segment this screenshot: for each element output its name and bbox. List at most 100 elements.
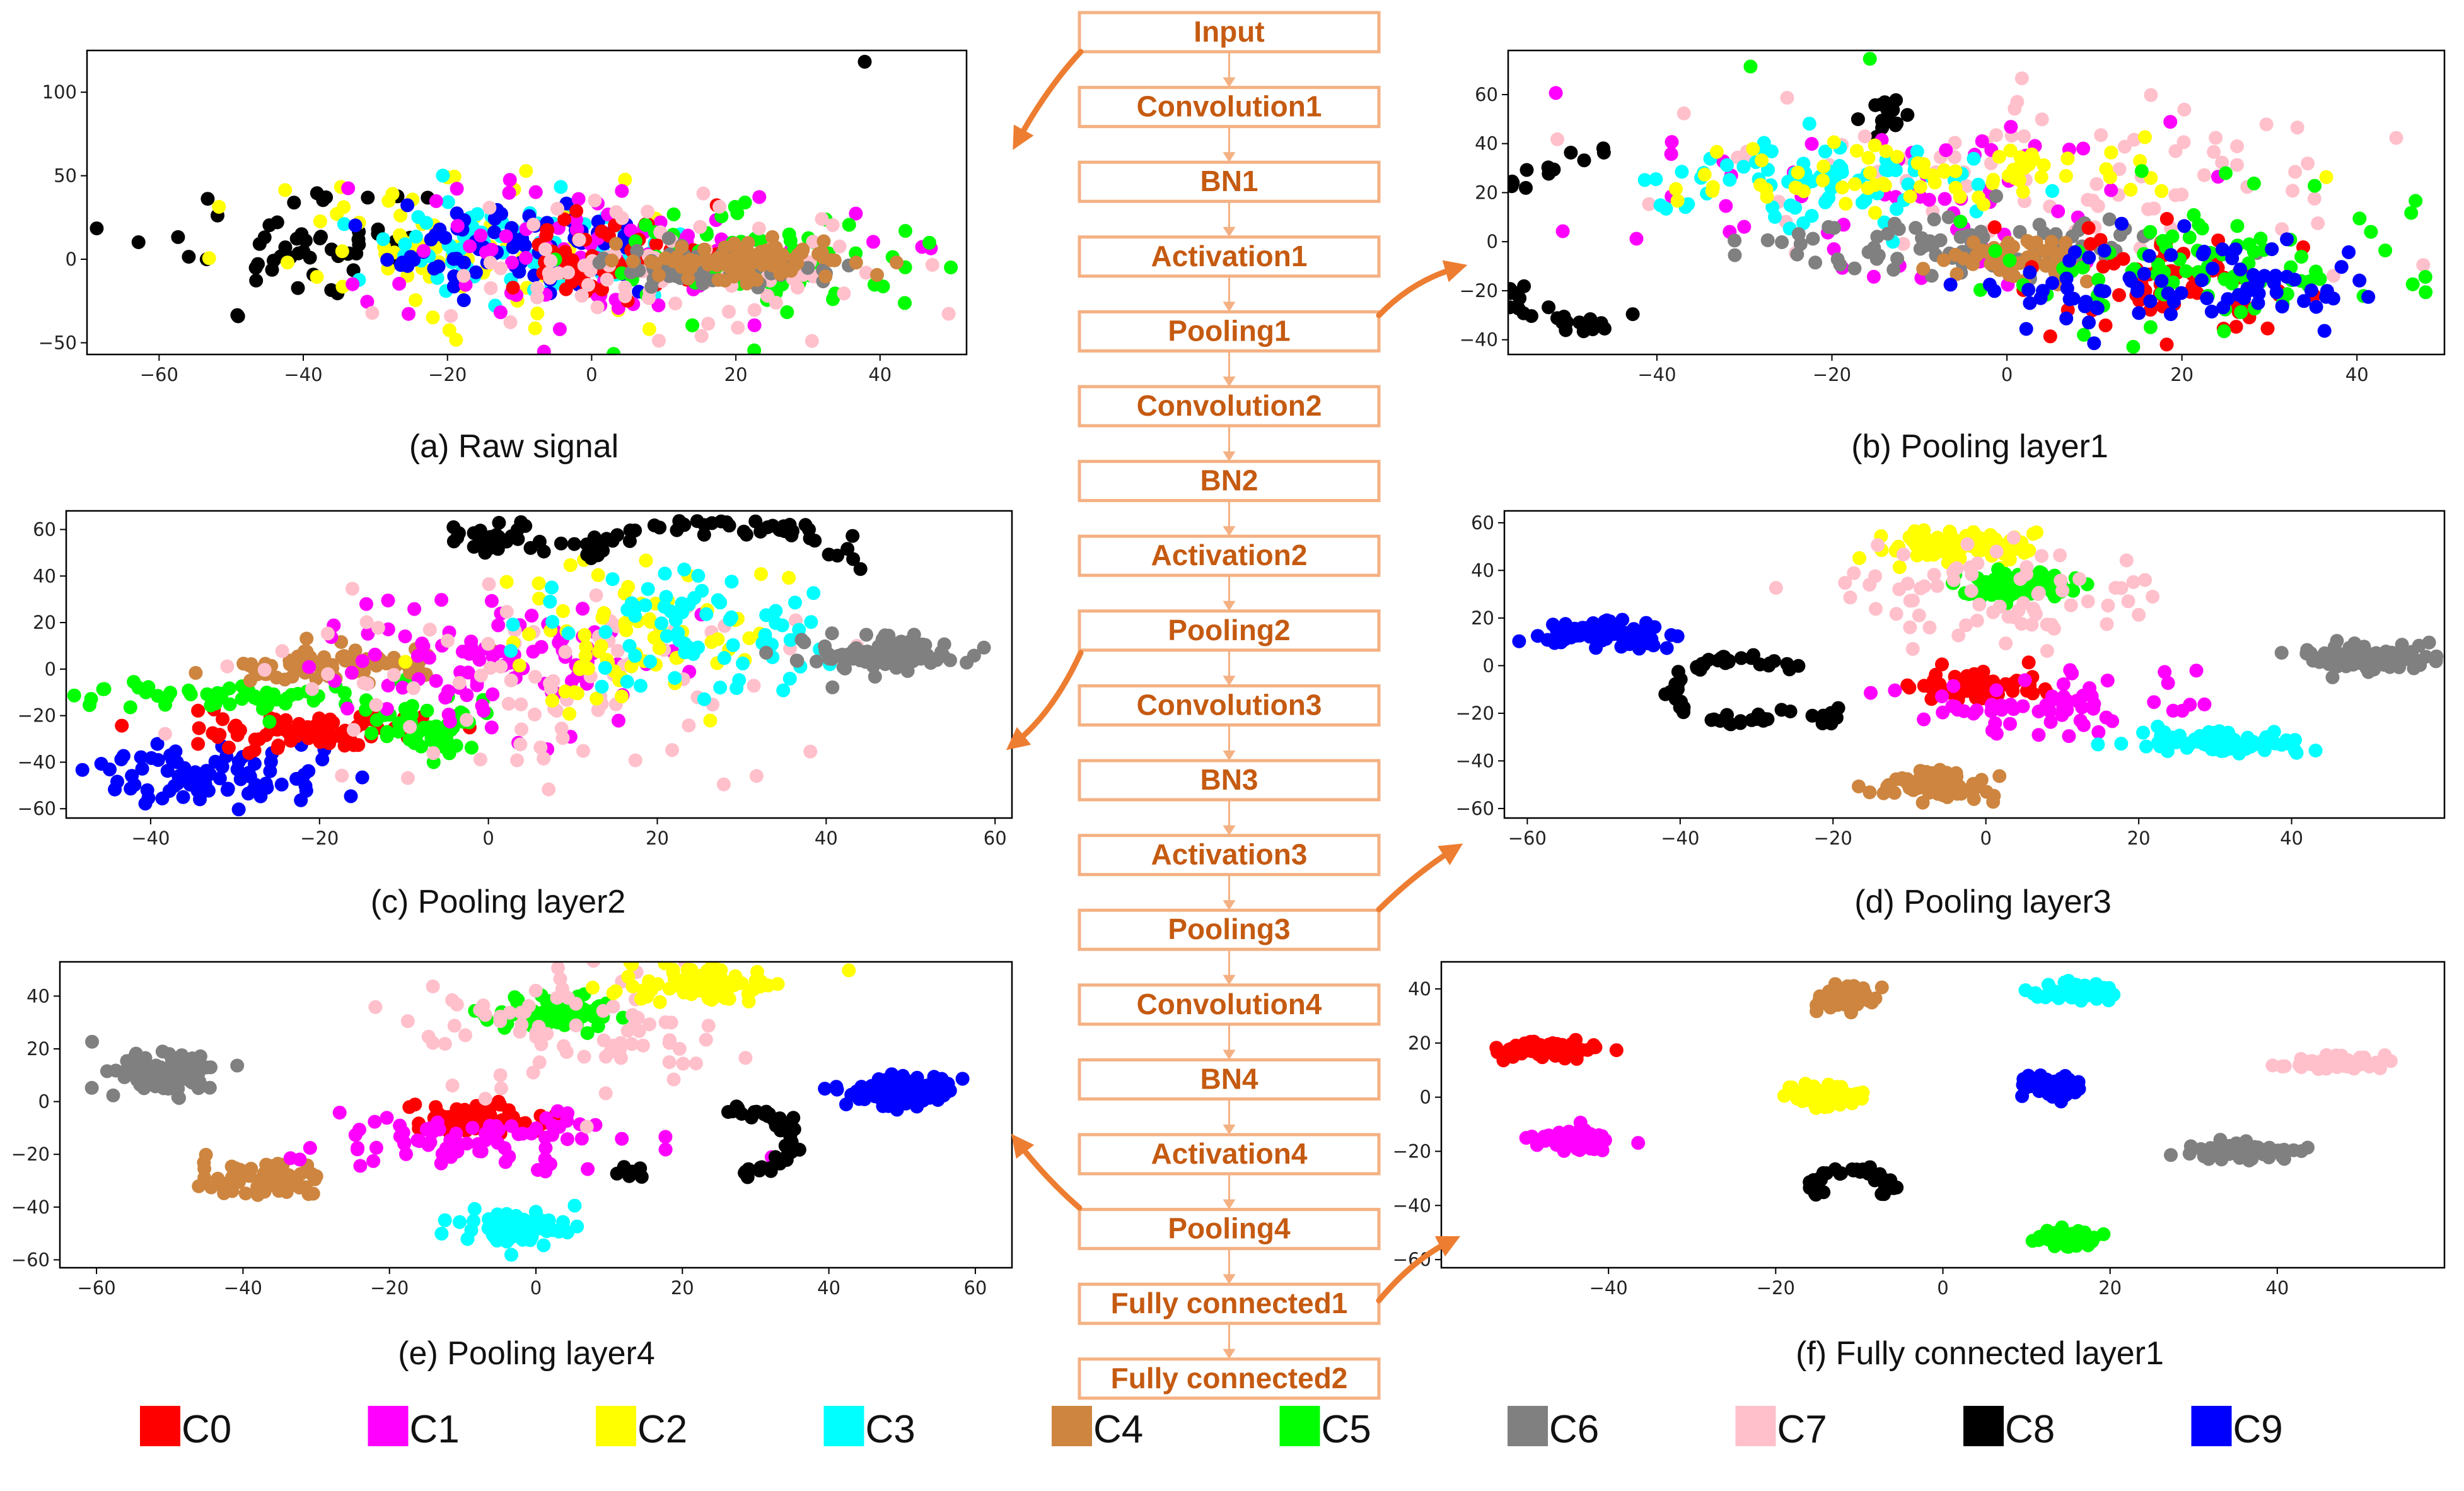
point-C8 <box>1886 103 1900 117</box>
point-C7 <box>483 661 497 675</box>
flow-arrowhead <box>1223 377 1236 387</box>
point-C6 <box>2429 649 2444 664</box>
point-C7 <box>663 1033 677 1048</box>
point-C6 <box>1822 219 1836 234</box>
point-C1 <box>1665 135 1679 149</box>
flow-arrowhead <box>1223 77 1236 88</box>
point-C8 <box>1460 216 1473 230</box>
point-C9 <box>2280 232 2294 247</box>
point-C5 <box>96 682 110 696</box>
point-C7 <box>925 258 939 272</box>
point-C4 <box>348 643 363 658</box>
point-C9 <box>2317 324 2332 338</box>
point-C8 <box>1867 1168 1881 1183</box>
legend-label: C1 <box>410 1408 460 1451</box>
point-C5 <box>2165 229 2180 243</box>
point-C7 <box>530 290 544 305</box>
point-C3 <box>682 597 696 612</box>
point-C0 <box>191 737 206 751</box>
point-C1 <box>2163 115 2178 129</box>
point-C9 <box>2045 276 2060 290</box>
point-C3 <box>1883 161 1897 175</box>
point-C1 <box>302 660 317 674</box>
y-tick-label: 40 <box>1471 559 1494 581</box>
point-C9 <box>1546 617 1560 632</box>
x-tick-label: −40 <box>224 1277 262 1299</box>
point-C2 <box>608 984 623 998</box>
point-C8 <box>1440 236 1454 250</box>
point-C8 <box>1559 323 1573 337</box>
point-C7 <box>610 643 625 658</box>
point-C1 <box>1946 679 1961 693</box>
point-C9 <box>2275 300 2289 313</box>
point-C9 <box>394 258 408 272</box>
point-C2 <box>1943 524 1957 539</box>
point-C7 <box>1986 605 2001 619</box>
point-C5 <box>638 218 653 232</box>
point-C6 <box>790 653 805 668</box>
point-C4 <box>220 1181 234 1196</box>
point-C3 <box>1967 151 1981 166</box>
point-C1 <box>350 1142 364 1157</box>
point-C3 <box>2114 737 2129 751</box>
point-C4 <box>736 257 750 272</box>
y-tick-label: −40 <box>18 751 56 773</box>
point-C7 <box>1847 566 1861 580</box>
point-C7 <box>747 679 761 693</box>
point-C2 <box>1903 189 1917 204</box>
point-C2 <box>1835 180 1849 195</box>
point-C0 <box>1518 1036 1532 1051</box>
point-C7 <box>2141 202 2156 216</box>
point-C7 <box>2132 607 2146 622</box>
point-C3 <box>668 671 682 685</box>
point-C7 <box>478 1092 492 1106</box>
point-C2 <box>1948 180 1963 195</box>
point-C4 <box>306 1186 320 1201</box>
point-C5 <box>2182 230 2197 245</box>
x-tick-label: 40 <box>2265 1277 2289 1299</box>
point-C3 <box>678 645 692 660</box>
point-C5 <box>898 296 912 310</box>
point-C6 <box>2164 1148 2178 1162</box>
panel-a-caption: (a) Raw signal <box>409 428 619 465</box>
x-tick-label: −60 <box>140 364 178 385</box>
point-C6 <box>825 652 839 666</box>
y-tick-label: −20 <box>18 705 56 727</box>
y-tick-label: 20 <box>1475 182 1498 203</box>
x-tick-label: −20 <box>1757 1277 1795 1299</box>
point-C7 <box>2089 177 2104 191</box>
point-C7 <box>607 1038 621 1053</box>
point-C2 <box>1847 177 1862 191</box>
x-tick-label: −20 <box>1813 364 1851 385</box>
point-C2 <box>590 691 604 706</box>
point-C7 <box>558 645 572 659</box>
point-C1 <box>531 1163 545 1177</box>
flow-stage-label: BN2 <box>1200 464 1258 497</box>
point-C7 <box>452 675 467 690</box>
point-C0 <box>322 736 337 751</box>
x-tick-label: 40 <box>817 1277 840 1299</box>
point-C2 <box>2037 158 2051 172</box>
point-C7 <box>2064 598 2078 612</box>
flow-arrowhead <box>1223 1348 1236 1359</box>
point-C3 <box>659 590 673 604</box>
point-C8 <box>738 1164 753 1179</box>
point-C3 <box>2139 739 2153 754</box>
point-C2 <box>653 995 667 1009</box>
point-C9 <box>1631 626 1646 640</box>
point-C1 <box>471 1137 485 1151</box>
point-C7 <box>1970 614 1984 628</box>
point-C6 <box>694 270 708 284</box>
point-C7 <box>2126 575 2141 589</box>
point-C7 <box>445 1079 460 1093</box>
point-C3 <box>2168 732 2182 746</box>
point-C1 <box>2099 710 2113 725</box>
flow-arrowhead <box>1223 751 1236 761</box>
x-tick-label: 0 <box>1980 827 1991 849</box>
point-C1 <box>392 276 407 291</box>
point-C7 <box>371 621 385 635</box>
point-C4 <box>2025 248 2040 262</box>
point-C7 <box>2138 573 2153 587</box>
point-C0 <box>2006 684 2020 698</box>
